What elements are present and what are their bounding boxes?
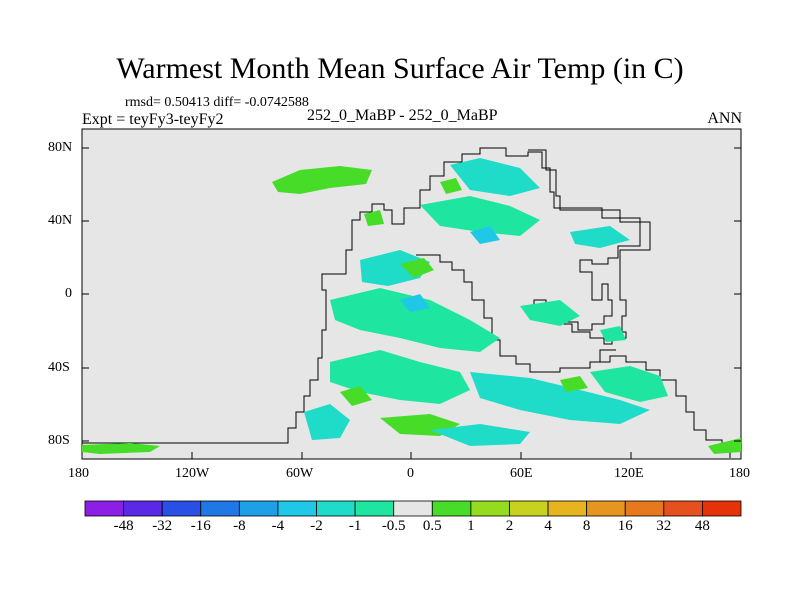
colorbar-swatch (663, 500, 703, 517)
colorbar-swatch (586, 500, 626, 517)
colorbar-swatch (509, 500, 549, 517)
colorbar-swatch (238, 500, 279, 517)
colorbar (84, 500, 742, 517)
stats-line: rmsd= 0.50413 diff= -0.0742588 (125, 95, 309, 110)
colorbar-swatch (547, 500, 588, 517)
colorbar-swatch (470, 500, 510, 517)
colorbar-label: 0.5 (422, 518, 442, 534)
colorbar-label: -8 (233, 518, 246, 534)
chart-title: Warmest Month Mean Surface Air Temp (in … (116, 52, 684, 85)
colorbar-label: -0.5 (381, 518, 406, 534)
colorbar-label: 48 (694, 518, 710, 534)
south-band-west (82, 443, 160, 454)
x-tick-label: 0 (407, 466, 414, 481)
colorbar-swatch (431, 500, 472, 517)
y-tick-label: 40S (48, 360, 70, 375)
island-north (272, 166, 372, 194)
x-tick-label: 60W (286, 466, 314, 481)
y-tick-label: 40N (48, 213, 73, 228)
y-tick-label: 80S (48, 433, 70, 448)
colorbar-swatch (84, 500, 124, 517)
colorbar-label: -2 (310, 518, 323, 534)
x-tick-label: 120E (614, 466, 644, 481)
y-tick-label: 0 (65, 286, 72, 301)
colorbar-label: 8 (582, 518, 591, 534)
colorbar-label: 32 (656, 518, 672, 534)
colorbar-swatch (161, 500, 202, 517)
south-band-east (708, 438, 741, 454)
x-tick-label: 180 (68, 466, 89, 481)
colorbar-label: -32 (152, 518, 173, 534)
x-tick-label: 120W (175, 466, 210, 481)
axis-ticks (81, 147, 742, 459)
colorbar-swatch (277, 500, 317, 517)
colorbar-swatch (393, 500, 433, 517)
colorbar-swatch (200, 500, 240, 517)
colorbar-label: -1 (348, 518, 362, 534)
colorbar-swatch (702, 500, 742, 517)
period-label: ANN (707, 110, 742, 127)
colorbar-swatch (624, 500, 665, 517)
colorbar-label: -4 (271, 518, 285, 534)
colorbar-label: -48 (113, 518, 134, 534)
colorbar-swatch (354, 500, 395, 517)
y-tick-label: 80N (48, 140, 73, 155)
colorbar-swatch (316, 500, 356, 517)
colorbar-swatch (123, 500, 163, 517)
case-label: 252_0_MaBP - 252_0_MaBP (307, 107, 498, 124)
colorbar-label: 1 (467, 518, 475, 534)
colorbar-label: -16 (190, 518, 211, 534)
x-tick-label: 180 (729, 466, 750, 481)
colorbar-label: 4 (544, 518, 552, 534)
colorbar-label: 16 (617, 518, 633, 534)
x-tick-label: 60E (510, 466, 533, 481)
experiment-label: Expt = teyFy3-teyFy2 (82, 111, 224, 128)
anomaly-patches (304, 158, 668, 446)
colorbar-label: 2 (505, 518, 514, 534)
